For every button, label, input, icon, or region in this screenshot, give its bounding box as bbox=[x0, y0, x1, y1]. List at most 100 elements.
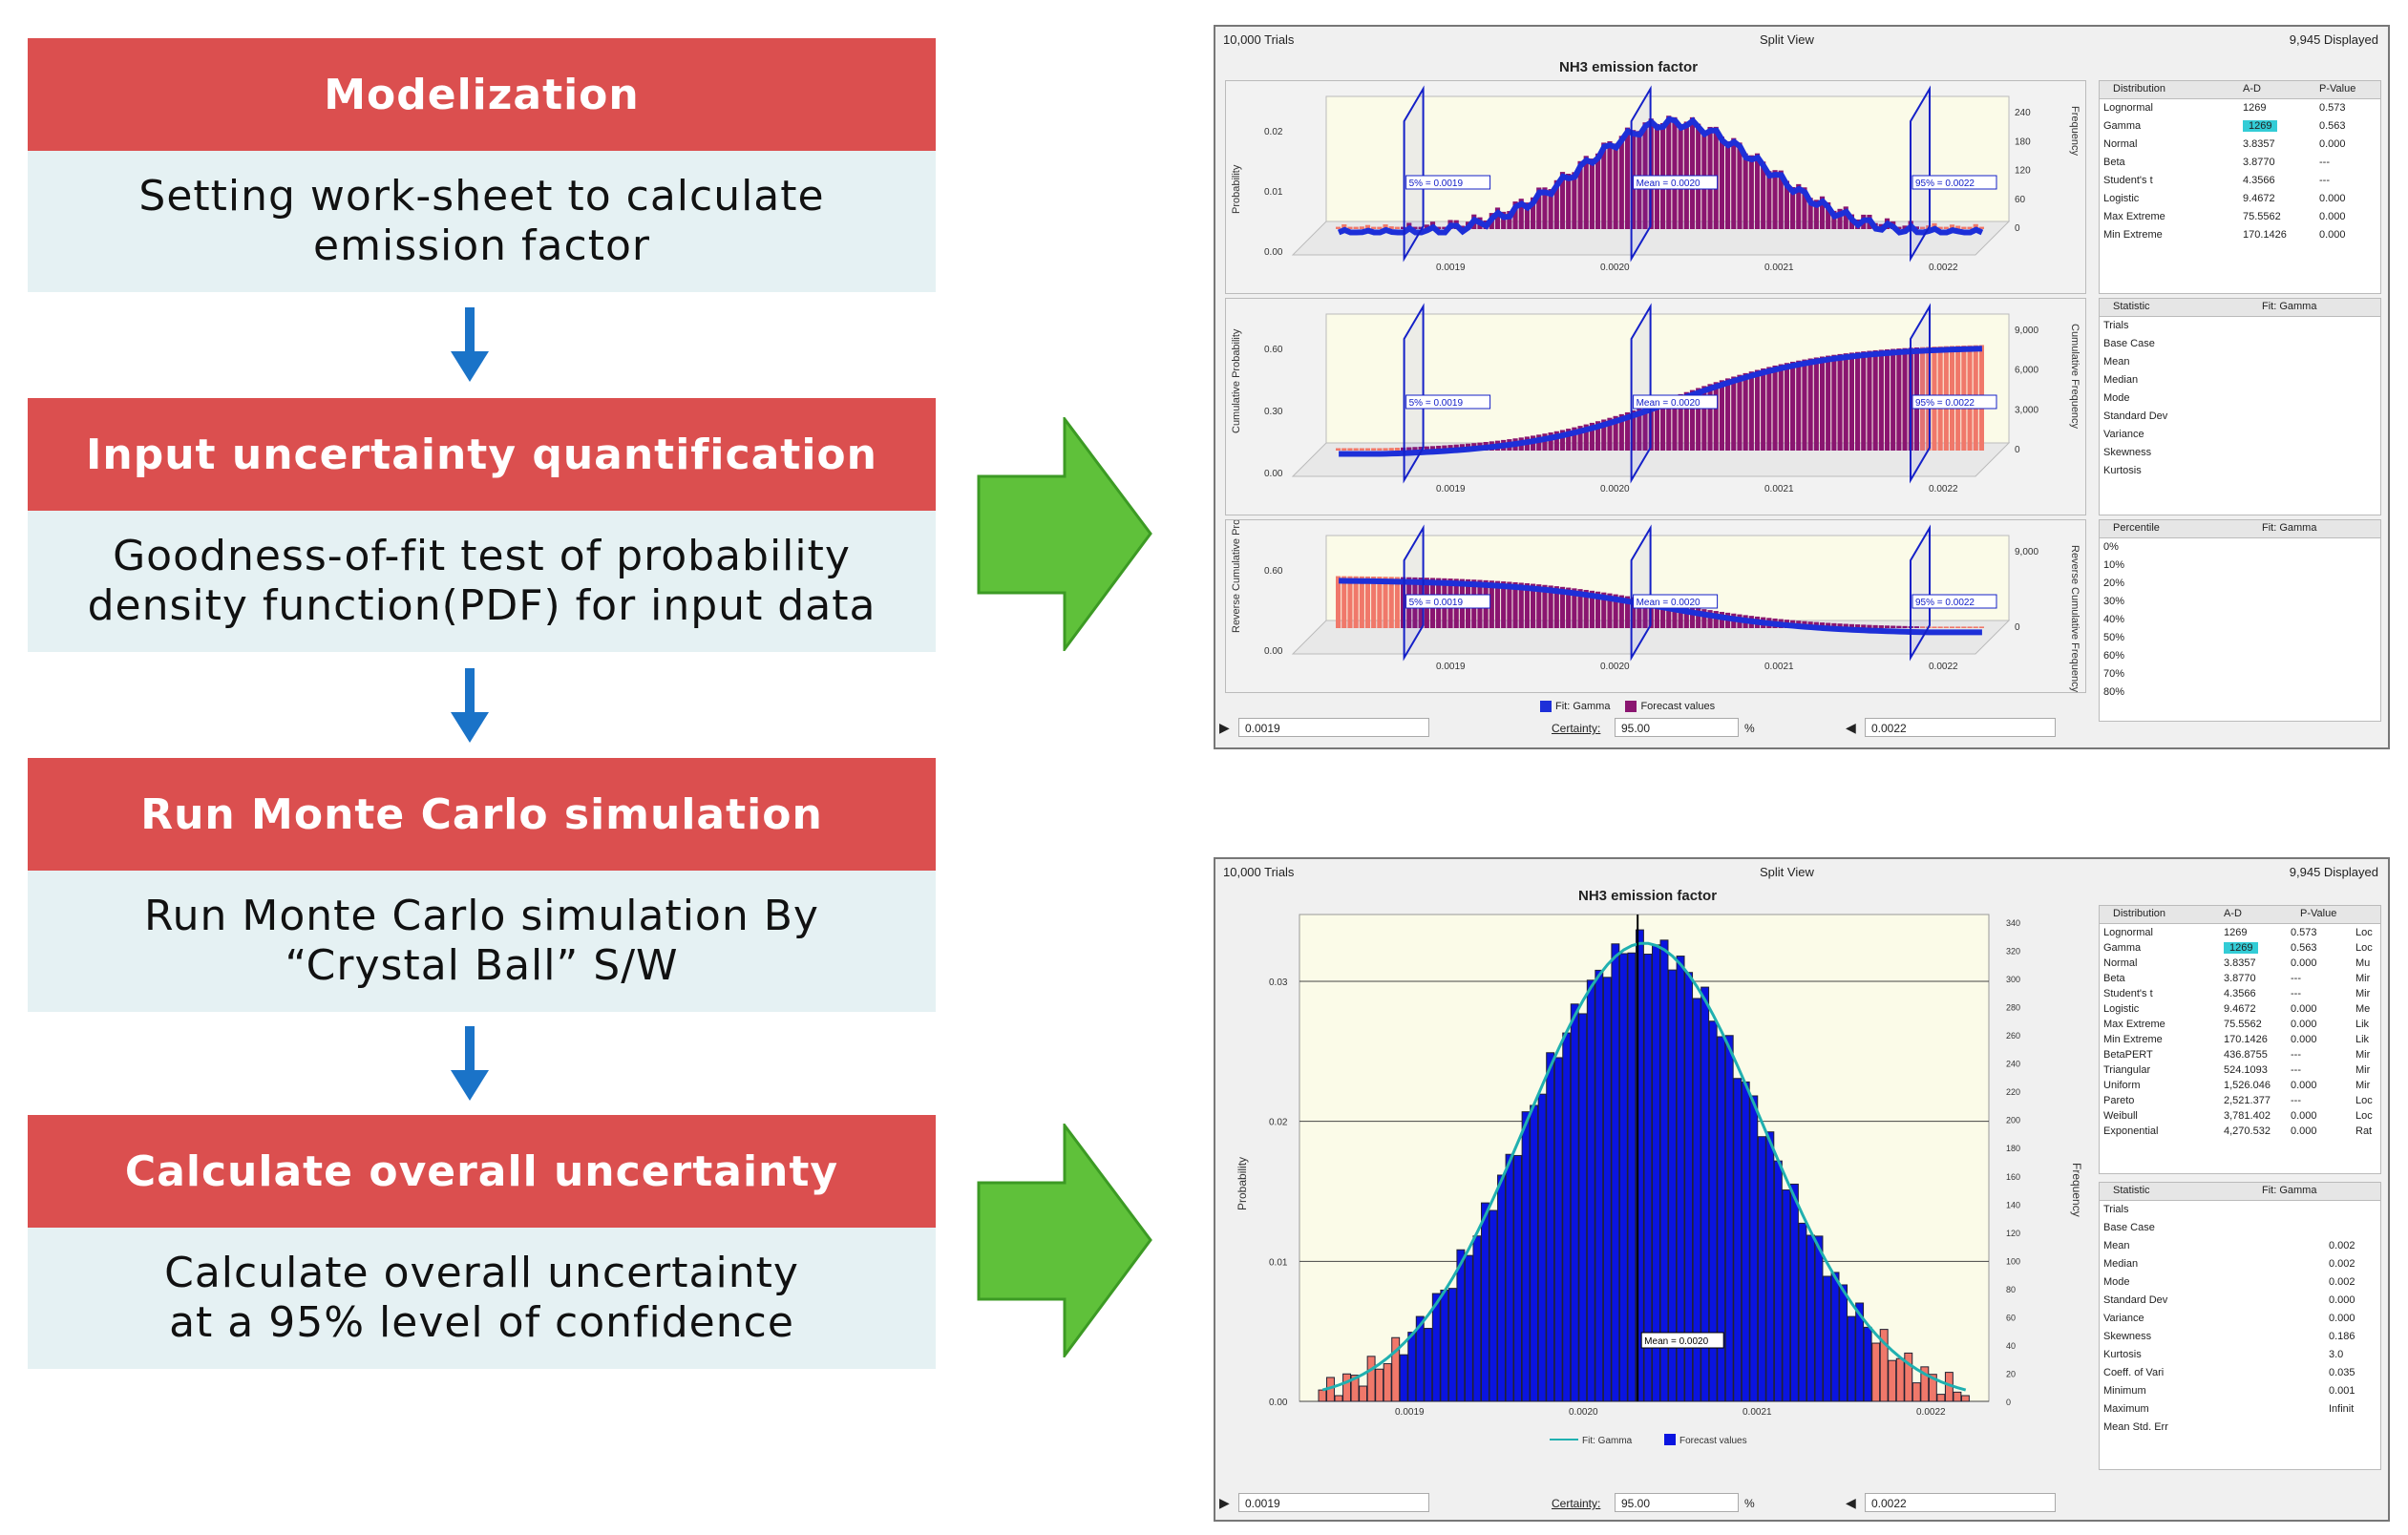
table-row[interactable]: Mean bbox=[2100, 353, 2380, 371]
histogram-bar bbox=[1757, 1136, 1766, 1402]
certainty-input[interactable]: 95.00 bbox=[1615, 1493, 1739, 1512]
col-ad[interactable]: A-D bbox=[2224, 908, 2242, 919]
histogram-bar bbox=[1553, 179, 1559, 229]
table-row[interactable]: Skewness 0.186 bbox=[2100, 1328, 2380, 1346]
col-statistic[interactable]: Statistic bbox=[2113, 1185, 2150, 1196]
table-row[interactable]: Student's t 4.3566 --- bbox=[2100, 172, 2380, 190]
table-cell: Mode bbox=[2103, 1276, 2130, 1288]
table-row[interactable]: Mode 0.002 bbox=[2100, 1273, 2380, 1292]
table-row[interactable]: BetaPERT 436.8755 --- Mir bbox=[2100, 1046, 2380, 1062]
table-row[interactable]: Student's t 4.3566 --- Mir bbox=[2100, 985, 2380, 1000]
table-row[interactable]: Skewness bbox=[2100, 444, 2380, 462]
histogram-bar bbox=[1383, 448, 1388, 451]
table-row[interactable]: Mean Std. Err bbox=[2100, 1419, 2380, 1437]
histogram-bar bbox=[1518, 582, 1524, 628]
table-cell: 3.8357 bbox=[2224, 957, 2256, 969]
table-row[interactable]: Logistic 9.4672 0.000 Me bbox=[2100, 1000, 2380, 1016]
table-row[interactable]: Median bbox=[2100, 371, 2380, 389]
col-ad[interactable]: A-D bbox=[2243, 83, 2261, 95]
table-row[interactable]: 70% bbox=[2100, 665, 2380, 683]
y-right-axis-label: Frequency bbox=[2070, 1163, 2083, 1217]
table-row[interactable]: Beta 3.8770 --- Mir bbox=[2100, 970, 2380, 985]
step-3-line-2: “Crystal Ball” S/W bbox=[285, 941, 679, 990]
right-grabber-icon[interactable]: ◀ bbox=[1846, 720, 1856, 735]
left-bound-input[interactable]: 0.0019 bbox=[1238, 1493, 1429, 1512]
table-row[interactable]: Weibull 3,781.402 0.000 Loc bbox=[2100, 1107, 2380, 1123]
table-row[interactable]: 20% bbox=[2100, 575, 2380, 593]
certainty-input[interactable]: 95.00 bbox=[1615, 718, 1739, 737]
table-row[interactable]: Trials bbox=[2100, 1201, 2380, 1219]
table-row[interactable]: Kurtosis bbox=[2100, 462, 2380, 480]
histogram-bar bbox=[1659, 939, 1669, 1402]
table-row[interactable]: 60% bbox=[2100, 647, 2380, 665]
col-fit-gamma[interactable]: Fit: Gamma bbox=[2262, 301, 2317, 312]
table-row[interactable]: Minimum 0.001 bbox=[2100, 1382, 2380, 1400]
table-row[interactable]: Coeff. of Vari 0.035 bbox=[2100, 1364, 2380, 1382]
table-row[interactable]: Pareto 2,521.377 --- Loc bbox=[2100, 1092, 2380, 1107]
view-mode[interactable]: Split View bbox=[1760, 865, 1814, 879]
legend-forecast-swatch bbox=[1664, 1434, 1676, 1445]
histogram-bar bbox=[1839, 1284, 1848, 1402]
histogram-bar bbox=[1953, 1391, 1962, 1402]
table-row[interactable]: Trials bbox=[2100, 317, 2380, 335]
table-row[interactable]: 50% bbox=[2100, 629, 2380, 647]
marker-label: 95% = 0.0022 bbox=[1915, 398, 1975, 409]
table-row[interactable]: 80% bbox=[2100, 683, 2380, 702]
table-row[interactable]: Gamma 1269 0.563 bbox=[2100, 117, 2380, 136]
right-grabber-icon[interactable]: ◀ bbox=[1846, 1495, 1856, 1510]
table-row[interactable]: Normal 3.8357 0.000 Mu bbox=[2100, 955, 2380, 970]
col-pvalue[interactable]: P-Value bbox=[2300, 908, 2337, 919]
col-distribution[interactable]: Distribution bbox=[2113, 908, 2166, 919]
view-mode[interactable]: Split View bbox=[1760, 32, 1814, 47]
table-row[interactable]: Normal 3.8357 0.000 bbox=[2100, 136, 2380, 154]
table-row[interactable]: Lognormal 1269 0.573 bbox=[2100, 99, 2380, 117]
table-row[interactable]: Min Extreme 170.1426 0.000 bbox=[2100, 226, 2380, 244]
table-row[interactable]: Standard Dev 0.000 bbox=[2100, 1292, 2380, 1310]
right-bound-input[interactable]: 0.0022 bbox=[1865, 1493, 2056, 1512]
col-percentile[interactable]: Percentile bbox=[2113, 522, 2160, 534]
table-row[interactable]: Max Extreme 75.5562 0.000 Lik bbox=[2100, 1016, 2380, 1031]
table-cell: Beta bbox=[2103, 157, 2125, 168]
table-row[interactable]: Beta 3.8770 --- bbox=[2100, 154, 2380, 172]
table-row[interactable]: Lognormal 1269 0.573 Loc bbox=[2100, 924, 2380, 939]
table-row[interactable]: Mode bbox=[2100, 389, 2380, 408]
table-row[interactable]: Gamma 1269 0.563 Loc bbox=[2100, 939, 2380, 955]
table-row[interactable]: 10% bbox=[2100, 557, 2380, 575]
table-cell: 0.000 bbox=[2291, 1034, 2317, 1045]
col-fit-gamma[interactable]: Fit: Gamma bbox=[2262, 1185, 2317, 1196]
table-row[interactable]: Mean 0.002 bbox=[2100, 1237, 2380, 1255]
table-row[interactable]: Kurtosis 3.0 bbox=[2100, 1346, 2380, 1364]
table-row[interactable]: Logistic 9.4672 0.000 bbox=[2100, 190, 2380, 208]
table-row[interactable]: 30% bbox=[2100, 593, 2380, 611]
table-row[interactable]: Standard Dev bbox=[2100, 408, 2380, 426]
table-row[interactable]: Base Case bbox=[2100, 335, 2380, 353]
table-cell: Me bbox=[2355, 1003, 2371, 1015]
table-row[interactable]: Min Extreme 170.1426 0.000 Lik bbox=[2100, 1031, 2380, 1046]
fit-gamma-line bbox=[1321, 941, 1967, 1392]
table-row[interactable]: Median 0.002 bbox=[2100, 1255, 2380, 1273]
col-pvalue[interactable]: P-Value bbox=[2319, 83, 2356, 95]
table-row[interactable]: Max Extreme 75.5562 0.000 bbox=[2100, 208, 2380, 226]
table-row[interactable]: Maximum Infinit bbox=[2100, 1400, 2380, 1419]
col-statistic[interactable]: Statistic bbox=[2113, 301, 2150, 312]
left-bound-input[interactable]: 0.0019 bbox=[1238, 718, 1429, 737]
table-row[interactable]: 40% bbox=[2100, 611, 2380, 629]
certainty-bar: ▶ 0.0019 Certainty: 95.00 % ◀ 0.0022 bbox=[1215, 1491, 2388, 1518]
table-row[interactable]: Uniform 1,526.046 0.000 Mir bbox=[2100, 1077, 2380, 1092]
table-cell: 0.002 bbox=[2329, 1258, 2355, 1270]
left-grabber-icon[interactable]: ▶ bbox=[1219, 720, 1230, 735]
table-row[interactable]: Triangular 524.1093 --- Mir bbox=[2100, 1062, 2380, 1077]
histogram-bar bbox=[1631, 410, 1637, 451]
table-row[interactable]: Base Case bbox=[2100, 1219, 2380, 1237]
col-fit-gamma[interactable]: Fit: Gamma bbox=[2262, 522, 2317, 534]
table-row[interactable]: Variance 0.000 bbox=[2100, 1310, 2380, 1328]
right-bound-input[interactable]: 0.0022 bbox=[1865, 718, 2056, 737]
table-row[interactable]: Exponential 4,270.532 0.000 Rat bbox=[2100, 1123, 2380, 1138]
table-row[interactable]: Variance bbox=[2100, 426, 2380, 444]
left-grabber-icon[interactable]: ▶ bbox=[1219, 1495, 1230, 1510]
col-distribution[interactable]: Distribution bbox=[2113, 83, 2166, 95]
table-cell: 75.5562 bbox=[2224, 1019, 2262, 1030]
table-row[interactable]: 0% bbox=[2100, 538, 2380, 557]
histogram-bar bbox=[1601, 419, 1607, 451]
histogram-bar bbox=[1562, 1032, 1572, 1402]
